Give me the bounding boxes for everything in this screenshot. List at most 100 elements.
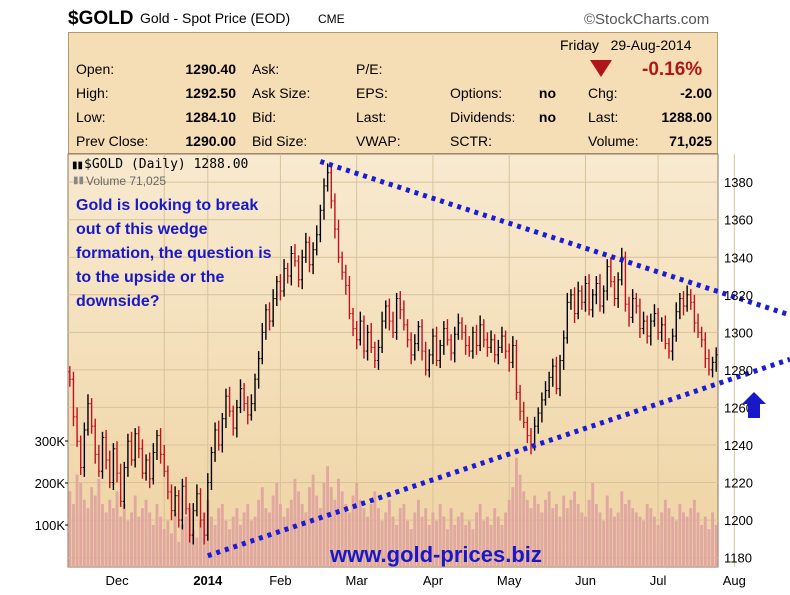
trendline-lower (207, 356, 790, 559)
volume-bar (482, 520, 486, 567)
quote-l2-row-0: Ask: (252, 61, 280, 77)
quote-v1-row-2: 1284.10 (185, 109, 236, 125)
quote-v5-row-3: 71,025 (669, 133, 712, 149)
volume-bar (623, 504, 627, 567)
y-tick-label: 1280 (724, 363, 753, 378)
volume-bar (93, 495, 97, 567)
volume-bar (239, 525, 242, 567)
volume-bar (671, 516, 675, 567)
volume-bar (667, 508, 671, 567)
volume-bar (620, 491, 624, 567)
quote-l5-row-3: Volume: (588, 133, 639, 149)
volume-bar (358, 499, 362, 567)
volume-bar (82, 499, 86, 567)
percent-change: -0.16% (642, 59, 703, 80)
volume-bar (569, 499, 573, 567)
volume-bar (533, 495, 537, 567)
volume-bar (573, 491, 577, 567)
volume-bar (329, 487, 333, 567)
volume-bar (438, 504, 442, 567)
volume-bar (228, 529, 232, 567)
volume-bar (373, 491, 377, 567)
volume-bar (235, 508, 239, 567)
chart-plot-area (67, 153, 719, 568)
volume-bar (199, 520, 202, 567)
volume-bar (151, 525, 155, 567)
down-triangle-icon (590, 60, 612, 77)
quote-l4-row-1: Options: (450, 85, 503, 101)
quote-l4-row-3: SCTR: (450, 133, 492, 149)
volume-bar (159, 516, 163, 567)
volume-bar (475, 512, 478, 567)
x-tick-label: Jul (650, 573, 667, 588)
volume-bar (213, 525, 217, 567)
volume-tick-label: 100K (35, 518, 66, 533)
volume-bar (340, 491, 344, 567)
volume-bar (511, 487, 515, 567)
x-tick-label: Apr (423, 573, 444, 588)
volume-bar (558, 516, 562, 567)
volume-bar (409, 529, 413, 567)
quote-l1-row-2: Low: (76, 109, 106, 125)
volume-bar (682, 512, 685, 567)
volume-bar (384, 512, 388, 567)
volume-bar (616, 512, 620, 567)
wedge-annotation: Gold is looking to break out of this wedg… (76, 194, 272, 314)
y-tick-label: 1380 (724, 175, 753, 190)
volume-bar (631, 508, 635, 567)
up-arrow-icon (742, 392, 766, 418)
volume-bar (678, 504, 682, 567)
volume-bar (649, 508, 653, 567)
volume-bar (231, 516, 235, 567)
volume-bar (435, 520, 439, 567)
quote-l3-row-0: P/E: (356, 61, 383, 77)
volume-bar (119, 516, 123, 567)
quote-l3-row-2: Last: (356, 109, 387, 125)
volume-bar (663, 499, 667, 567)
volume-bar (406, 520, 409, 567)
volume-bar (271, 495, 275, 567)
volume-bar (478, 504, 482, 567)
volume-bar (79, 483, 83, 567)
volume-bar (369, 504, 373, 567)
x-tick-label: Feb (269, 573, 291, 588)
volume-bar (209, 516, 213, 567)
volume-bar (293, 478, 297, 567)
volume-bar (300, 504, 304, 567)
volume-bar (507, 499, 511, 567)
volume-bar (431, 512, 435, 567)
volume-bar (126, 520, 130, 567)
quote-l5-row-2: Last: (588, 109, 619, 125)
y-tick-label: 1320 (724, 288, 753, 303)
volume-bar (413, 512, 417, 567)
volume-bar (703, 516, 707, 567)
y-tick-label: 1260 (724, 400, 753, 415)
volume-bar (627, 499, 631, 567)
volume-bar (576, 504, 580, 567)
volume-bar (97, 478, 101, 567)
volume-bar (594, 504, 598, 567)
volume-bar (184, 516, 188, 567)
y-tick-label: 1340 (724, 250, 753, 265)
stockcharts-brand: ©StockCharts.com (584, 11, 710, 28)
volume-bar (148, 512, 152, 567)
volume-bar (362, 508, 366, 567)
volume-bar (264, 508, 268, 567)
volume-bar (634, 512, 638, 567)
volume-bar (416, 499, 420, 567)
volume-bar (540, 512, 544, 567)
volume-bar (246, 504, 250, 567)
volume-bar (453, 525, 457, 567)
volume-bar (191, 529, 195, 567)
volume-bar (587, 499, 591, 567)
volume-bar (402, 504, 406, 567)
volume-bar (162, 529, 166, 567)
volume-bar (278, 504, 282, 567)
volume-bar (333, 499, 337, 567)
volume-bar (75, 474, 79, 567)
volume-bar (456, 516, 460, 567)
volume-bar (366, 516, 370, 567)
volume-bar (108, 499, 112, 567)
price-legend: $GOLD (Daily) 1288.00 (84, 157, 249, 172)
